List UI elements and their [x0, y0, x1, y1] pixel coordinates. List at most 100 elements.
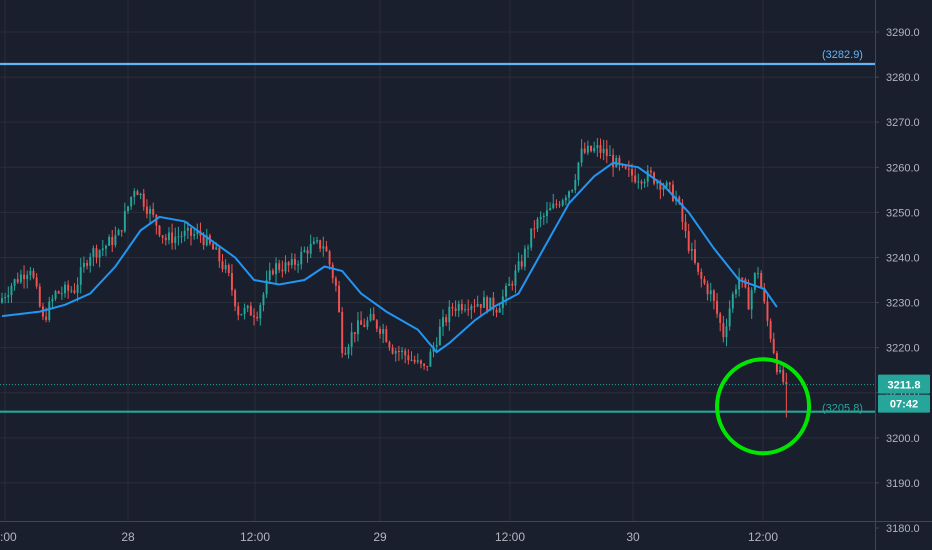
candle-body	[64, 284, 66, 294]
candle-body	[552, 203, 555, 209]
candle-body	[375, 320, 378, 329]
candle-body	[350, 332, 353, 347]
candle-body	[35, 277, 38, 287]
candle-body	[511, 283, 514, 286]
candle-body	[98, 250, 101, 258]
candle-body	[379, 328, 381, 334]
candle-body	[596, 145, 599, 149]
candle-body	[360, 320, 363, 325]
candle-body	[356, 320, 359, 335]
time-tick-label: 12:00	[495, 530, 525, 544]
candle-body	[212, 243, 215, 250]
candle-body	[290, 259, 293, 266]
candle-body	[205, 235, 208, 246]
candle-body	[438, 326, 441, 346]
candle-body	[656, 181, 659, 184]
time-axis[interactable]: 2:00 28 12:00 29 12:00 30 12:00	[0, 521, 932, 550]
candle-body	[108, 236, 111, 246]
overlay-layer	[0, 357, 875, 456]
candle-body	[602, 148, 605, 153]
candle-body	[136, 191, 139, 196]
candle-body	[520, 261, 523, 267]
candle-body	[338, 285, 341, 312]
candle-body	[410, 359, 413, 361]
time-axis-background	[0, 521, 875, 550]
candle-body	[312, 241, 315, 244]
candle-body	[401, 350, 404, 353]
candle-body	[363, 324, 366, 327]
countdown-badge	[878, 394, 930, 413]
candle-body	[127, 206, 129, 212]
candle-body	[678, 197, 681, 204]
candle-body	[38, 286, 41, 307]
candle-body	[631, 169, 633, 176]
price-axis[interactable]: 3180.03190.03200.03210.03220.03230.03240…	[875, 0, 932, 550]
candle-body	[158, 225, 161, 236]
candle-body	[196, 231, 199, 235]
candle-body	[457, 303, 460, 311]
candle-body	[123, 211, 126, 232]
candle-body	[309, 243, 312, 254]
candle-body	[95, 248, 98, 258]
candle-body	[460, 303, 463, 311]
candle-body	[347, 346, 350, 355]
candle-body	[167, 232, 170, 241]
candle-body	[344, 353, 347, 355]
candle-body	[382, 329, 385, 334]
candle-body	[419, 360, 422, 364]
candle-body	[671, 184, 674, 202]
countdown-value: 07:42	[890, 399, 918, 411]
candle-body	[467, 309, 470, 311]
candle-body	[353, 332, 356, 335]
candle-body	[117, 230, 120, 236]
candle-body	[564, 197, 567, 201]
candle-body	[325, 246, 328, 252]
moving-average-line	[1, 161, 778, 354]
candle-body	[1, 298, 3, 303]
candle-body	[612, 154, 615, 168]
price-tick-label: 3290.0	[886, 27, 920, 39]
candle-body	[237, 306, 240, 316]
candle-body	[684, 221, 687, 232]
highlight-circle	[715, 357, 812, 456]
candle-body	[101, 248, 104, 251]
candle-body	[10, 285, 13, 296]
candle-body	[287, 262, 290, 266]
candle-body	[328, 251, 331, 265]
candle-body	[558, 204, 561, 206]
candle-body	[429, 351, 432, 367]
candle-body	[505, 285, 507, 297]
candle-body	[760, 273, 763, 288]
candle-body	[164, 237, 167, 241]
candle-body	[120, 230, 123, 232]
candle-body	[230, 272, 233, 291]
candle-body	[303, 250, 306, 252]
candle-body	[763, 287, 766, 302]
candle-body	[149, 208, 152, 214]
candle-body	[104, 245, 107, 249]
candle-body	[571, 189, 574, 192]
candle-body	[193, 234, 196, 236]
candle-body	[709, 290, 712, 295]
candles-layer	[1, 137, 788, 418]
candle-body	[26, 274, 29, 279]
candle-body	[700, 271, 703, 279]
candle-body	[70, 290, 73, 292]
candle-body	[369, 314, 372, 321]
candle-body	[300, 251, 303, 265]
candle-body	[256, 316, 259, 319]
candle-body	[530, 228, 533, 248]
price-tick-label: 3250.0	[886, 207, 920, 219]
price-tick-label: 3190.0	[886, 478, 920, 490]
time-tick-label: 29	[373, 530, 387, 544]
price-tick-label: 3280.0	[886, 72, 920, 84]
moving-average-layer	[1, 161, 778, 354]
last-price-value: 3211.8	[887, 380, 920, 392]
candle-body	[769, 320, 772, 339]
candle-body	[19, 274, 22, 283]
candle-body	[142, 193, 145, 207]
candle-body	[161, 235, 164, 238]
candle-body	[253, 315, 255, 317]
